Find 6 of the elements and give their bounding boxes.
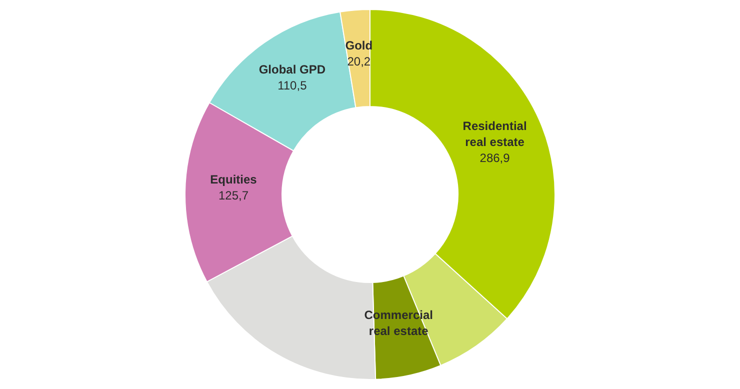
data-label: 125,7 <box>218 188 249 203</box>
data-label: 110,5 <box>278 78 308 92</box>
slice-label: Global GPD <box>258 62 326 76</box>
slice-label: Residential real estate <box>462 119 527 150</box>
data-label: 286,9 <box>480 151 510 166</box>
slice-label: Equities <box>210 172 258 187</box>
